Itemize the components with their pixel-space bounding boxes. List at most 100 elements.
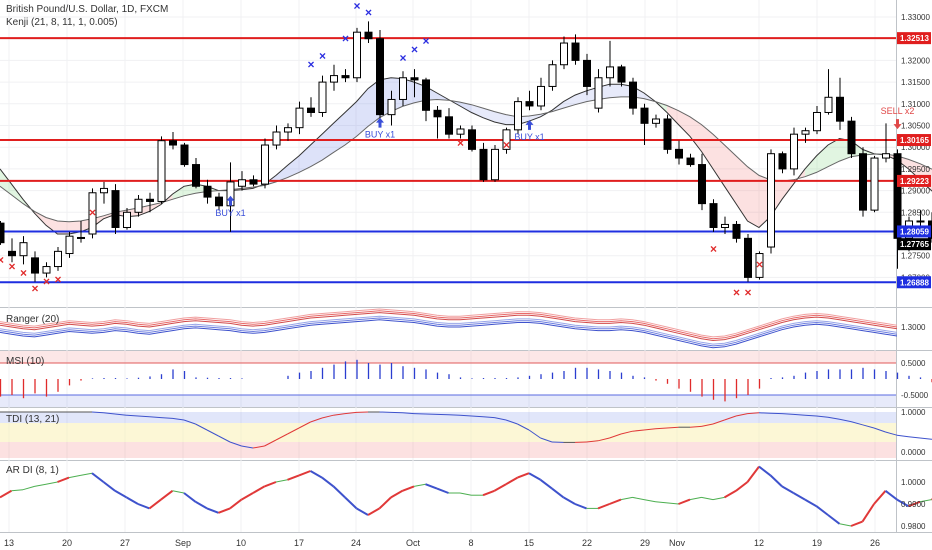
candle-body-18: [203, 185, 212, 198]
level-tag-bg-2: [897, 174, 931, 187]
ardi-seg-25: [287, 474, 300, 481]
kenji-cloud-seg-72: [828, 138, 840, 167]
ardi-seg-3: [34, 483, 47, 487]
candle-70: [801, 127, 810, 143]
candle-40: [456, 125, 465, 139]
kenji-cloud-seg-40: [460, 102, 472, 113]
tdi-upper-zone: [0, 412, 896, 423]
candle-53: [606, 40, 614, 87]
ranger-band-1: [0, 310, 898, 340]
kenji-cloud-seg-24: [276, 165, 288, 182]
tdi-seg-57: [655, 427, 668, 430]
signal-x-marker-19: ×: [744, 286, 751, 300]
tdi-tick-1: 0.0000: [901, 448, 926, 457]
ardi-seg-11: [126, 496, 139, 505]
candle-35: [399, 71, 407, 106]
ardi-seg-17: [195, 500, 208, 510]
candle-21: [238, 171, 246, 191]
candle-body-67: [767, 153, 775, 248]
kenji-cloud-seg-41: [471, 104, 483, 118]
ardi-seg-21: [241, 492, 254, 501]
price-tick-5: 1.30500: [901, 122, 930, 131]
buy-signal-label-0: BUY x1: [215, 208, 245, 218]
msi-tick-0: 0.5000: [901, 359, 926, 368]
candle-body-7: [77, 236, 85, 239]
kenji-cloud-seg-58: [667, 105, 679, 125]
signal-x-marker-18: ×: [733, 286, 740, 300]
ardi-seg-13: [148, 498, 162, 510]
ardi-seg-36: [413, 483, 426, 487]
sell-signal-label-3: SELL x2: [881, 106, 915, 116]
tdi-seg-44: [505, 419, 518, 425]
candle-3: [31, 251, 39, 282]
ardi-seg-58: [666, 502, 679, 505]
buy-arrow-icon-2: [525, 119, 534, 130]
price-tick-7: 1.29500: [901, 165, 930, 174]
candle-body-2: [19, 242, 28, 257]
tdi-seg-79: [908, 436, 921, 439]
tdi-seg-20: [229, 441, 242, 447]
ardi-seg-80: [919, 499, 932, 503]
tdi-seg-42: [482, 416, 495, 419]
tdi-seg-8: [91, 411, 104, 414]
candle-body-10: [111, 190, 120, 228]
candle-body-17: [192, 164, 200, 187]
signal-x-marker-11: ×: [365, 6, 372, 20]
ardi-seg-49: [563, 496, 576, 505]
candle-body-59: [675, 148, 683, 159]
ardi-seg-72: [827, 514, 841, 525]
kenji-cloud-seg-27: [310, 134, 322, 167]
candle-body-54: [617, 66, 626, 83]
candle-body-62: [709, 203, 718, 228]
ardi-seg-54: [620, 496, 633, 501]
time-tick-2: 27: [120, 538, 130, 548]
msi-lower-zone: [0, 395, 896, 407]
candle-17: [192, 158, 200, 189]
kenji-cloud-seg-61: [701, 124, 713, 169]
candle-30: [341, 69, 350, 83]
candle-31: [353, 27, 361, 83]
tdi-seg-19: [218, 435, 231, 443]
candle-body-36: [410, 77, 419, 81]
candle-body-25: [284, 127, 292, 133]
candle-body-50: [571, 42, 580, 61]
tdi-seg-75: [862, 424, 875, 429]
time-tick-11: 29: [640, 538, 650, 548]
ardi-seg-55: [632, 496, 645, 501]
candle-9: [100, 181, 108, 204]
ardi-seg-42: [482, 489, 495, 497]
candle-body-61: [698, 164, 706, 205]
candle-25: [284, 123, 292, 141]
candle-body-41: [468, 129, 476, 150]
candle-body-80: [916, 220, 925, 223]
ardi-seg-69: [793, 492, 806, 501]
candle-29: [330, 64, 338, 91]
candle-78: [893, 149, 902, 269]
candle-77: [882, 123, 890, 163]
ardi-seg-52: [597, 503, 610, 510]
tdi-seg-73: [839, 418, 852, 423]
price-tick-11: 1.27500: [901, 252, 930, 261]
candle-57: [652, 114, 660, 128]
ardi-seg-35: [402, 485, 415, 492]
candle-46: [525, 90, 534, 111]
candle-41: [468, 125, 476, 152]
tdi-seg-24: [275, 433, 288, 441]
ardi-seg-22: [252, 485, 265, 494]
price-tick-9: 1.28500: [901, 208, 930, 217]
candle-body-31: [353, 31, 361, 79]
tdi-seg-14: [160, 417, 173, 419]
tdi-seg-40: [459, 414, 472, 417]
time-tick-3: Sep: [175, 538, 191, 548]
candle-19: [215, 192, 223, 211]
candle-56: [640, 103, 649, 146]
candle-body-49: [560, 42, 568, 66]
signal-x-marker-0: ×: [0, 253, 4, 267]
candle-73: [836, 77, 844, 130]
ardi-seg-46: [528, 472, 541, 481]
candle-14: [157, 136, 166, 204]
time-tick-13: 12: [754, 538, 764, 548]
candle-body-11: [123, 211, 131, 228]
candle-body-23: [261, 144, 269, 185]
